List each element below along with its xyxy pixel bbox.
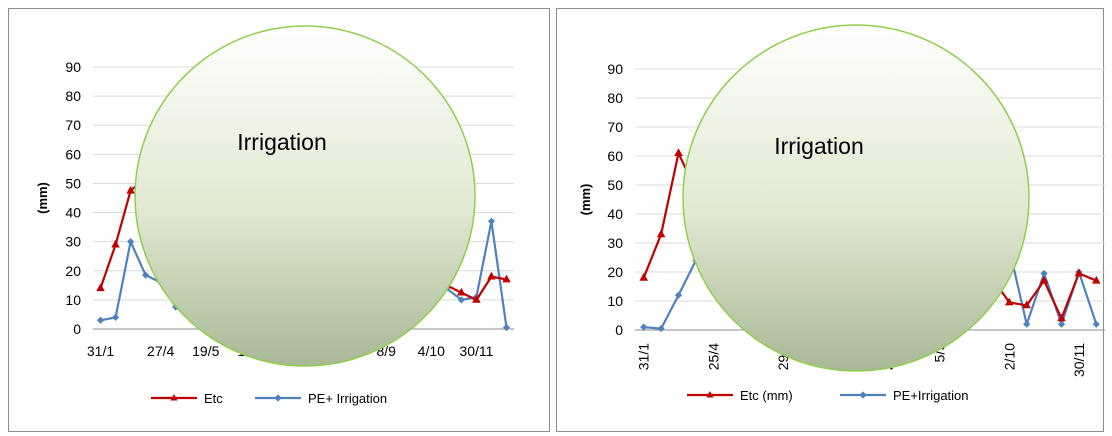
data-point — [1023, 320, 1031, 328]
data-point — [1092, 320, 1100, 328]
y-tick-label: 80 — [65, 88, 81, 104]
series-line — [643, 259, 697, 330]
y-tick-label: 50 — [607, 177, 623, 193]
y-tick-label: 10 — [65, 292, 81, 308]
y-tick-label: 20 — [607, 264, 623, 280]
y-tick-label: 20 — [65, 263, 81, 279]
data-point — [96, 283, 105, 292]
data-point — [96, 316, 105, 324]
data-point — [502, 274, 511, 283]
chart-2012-svg: 010203040506070809031/125/429/526/24/75/… — [578, 24, 1105, 403]
y-tick-label: 60 — [607, 148, 623, 164]
legend-label: Etc — [204, 391, 223, 406]
data-point — [111, 313, 120, 321]
x-tick-label: 30/11 — [459, 343, 493, 359]
irrigation-overlay-circle — [682, 24, 1030, 372]
data-point — [1057, 313, 1066, 322]
x-tick-label: 4/10 — [418, 343, 445, 359]
y-tick-label: 40 — [65, 205, 81, 221]
x-tick-label: 25/4 — [705, 343, 721, 370]
legend-label: PE+Irrigation — [893, 388, 969, 403]
legend-label: PE+ Irrigation — [308, 391, 387, 406]
chart-panel-2012: 010203040506070809031/125/429/526/24/75/… — [556, 8, 1105, 432]
x-tick-label: 19/5 — [192, 343, 219, 359]
legend-marker — [274, 394, 282, 402]
data-point — [111, 239, 120, 248]
data-point — [472, 295, 481, 303]
y-tick-label: 80 — [607, 90, 623, 106]
y-tick-label: 30 — [65, 234, 81, 250]
data-point — [1074, 268, 1084, 277]
x-tick-label: 31/1 — [636, 343, 652, 370]
data-point — [1039, 275, 1049, 284]
data-point — [126, 238, 135, 246]
legend-label: Etc (mm) — [740, 388, 793, 403]
legend-marker — [859, 391, 867, 399]
data-point — [1022, 300, 1031, 309]
data-point — [457, 296, 465, 304]
y-tick-label: 70 — [607, 119, 623, 135]
data-point — [1057, 320, 1066, 328]
y-tick-label: 0 — [73, 321, 81, 337]
data-point — [674, 148, 683, 156]
chart-panel-2011: 010203040506070809031/127/419/514/611/71… — [8, 8, 550, 432]
data-point — [1004, 297, 1014, 306]
data-point — [126, 185, 135, 194]
data-point — [656, 229, 666, 238]
data-point — [502, 323, 511, 332]
x-tick-label: 31/1 — [87, 343, 114, 359]
chart-2011-svg: 010203040506070809031/127/419/514/611/71… — [35, 25, 514, 406]
data-point — [1092, 275, 1101, 284]
x-tick-label: 30/11 — [1071, 343, 1087, 377]
data-point — [487, 217, 496, 225]
data-point — [142, 271, 150, 279]
legend-marker — [170, 394, 178, 401]
y-tick-label: 40 — [607, 206, 623, 222]
data-point — [1040, 269, 1048, 278]
x-tick-label: 2/10 — [1001, 343, 1017, 370]
x-tick-label: 27/4 — [147, 343, 174, 359]
irrigation-overlay-label: Irrigation — [237, 129, 326, 155]
y-tick-label: 90 — [607, 61, 623, 77]
y-tick-label: 30 — [607, 235, 623, 251]
irrigation-overlay-label: Irrigation — [774, 133, 863, 159]
irrigation-overlay-circle — [134, 25, 476, 367]
y-tick-label: 0 — [615, 322, 623, 338]
data-point — [639, 272, 648, 281]
y-tick-label: 70 — [65, 117, 81, 133]
y-axis-label: (mm) — [578, 184, 593, 216]
data-point — [457, 287, 466, 296]
data-point — [640, 323, 648, 331]
data-point — [487, 271, 496, 280]
y-axis-label: (mm) — [35, 182, 50, 214]
y-tick-label: 50 — [65, 175, 81, 191]
legend-marker — [706, 391, 714, 398]
y-tick-label: 60 — [65, 146, 81, 162]
y-tick-label: 90 — [65, 59, 81, 75]
y-tick-label: 10 — [607, 293, 623, 309]
